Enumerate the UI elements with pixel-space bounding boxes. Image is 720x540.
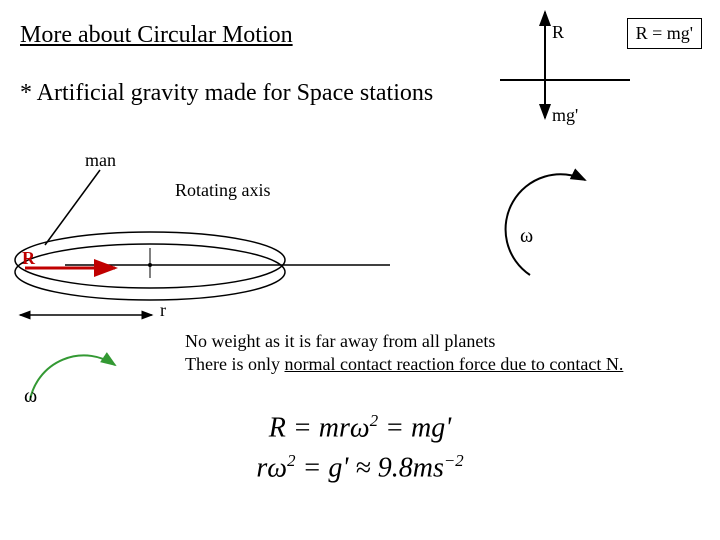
man-label: man (85, 150, 116, 171)
explain-line2-a: There is only (185, 354, 284, 374)
rotating-axis-label: Rotating axis (175, 180, 271, 201)
equation-2: rω2 = g' ≈ 9.8ms−2 (256, 450, 463, 487)
man-pointer (45, 170, 100, 245)
omega-right-label: ω (520, 225, 533, 248)
omega-arc-left (30, 355, 115, 400)
explain-line1: No weight as it is far away from all pla… (185, 330, 623, 353)
explain-block: No weight as it is far away from all pla… (185, 330, 623, 377)
explain-line2: There is only normal contact reaction fo… (185, 353, 623, 376)
r-top-label: R (552, 22, 564, 43)
omega-arc-right (506, 174, 585, 275)
mg-prime-label: mg' (552, 105, 578, 126)
explain-line2-b: normal contact reaction force due to con… (284, 354, 623, 374)
omega-left-label: ω (24, 385, 37, 408)
r-red-label: R (22, 248, 35, 269)
axis-center-dot (148, 263, 152, 267)
equation-1: R = mrω2 = mg' (269, 410, 451, 447)
r-small-label: r (160, 300, 166, 321)
